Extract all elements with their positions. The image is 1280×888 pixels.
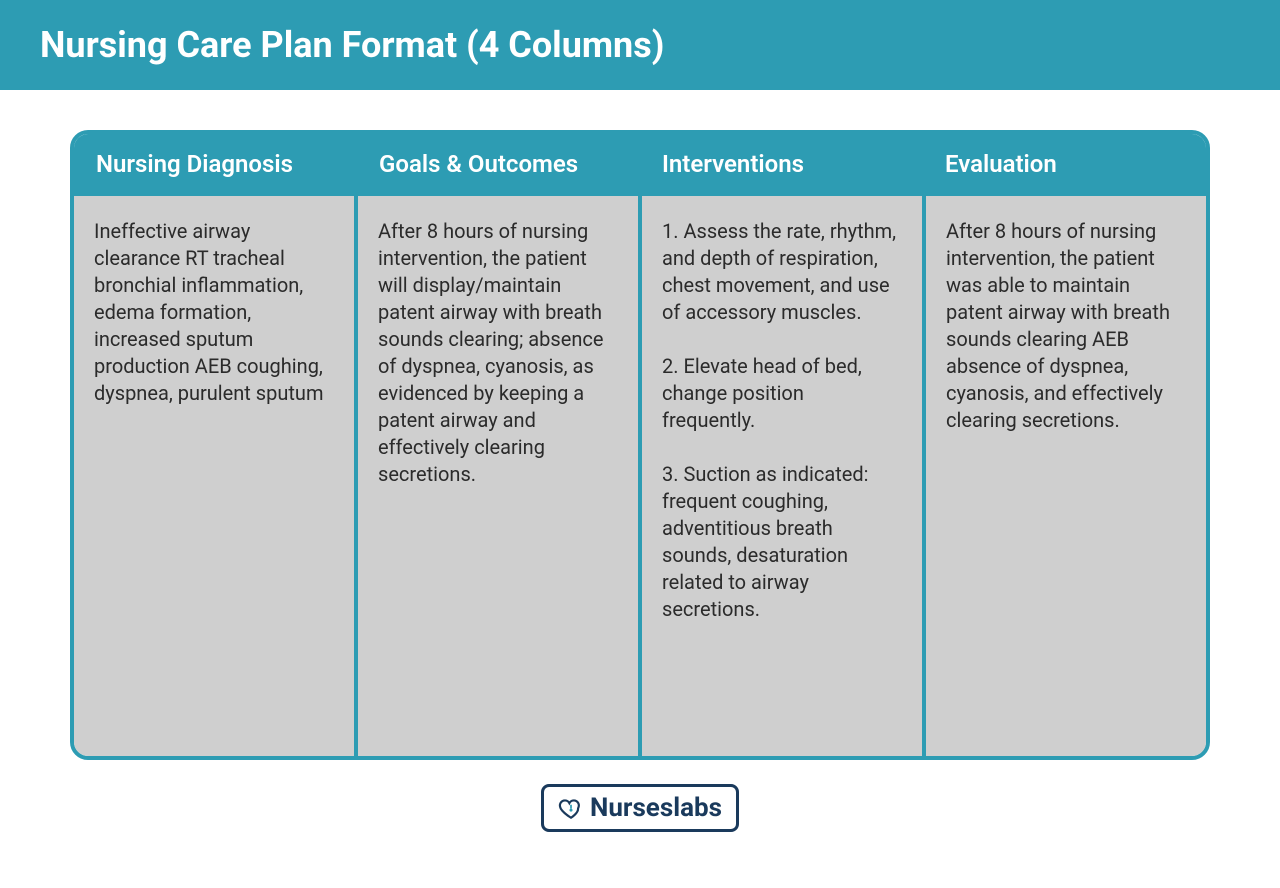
content-area: Nursing Diagnosis Goals & Outcomes Inter… [0,90,1280,852]
page-header: Nursing Care Plan Format (4 Columns) [0,0,1280,90]
logo-container: Nurseslabs [70,784,1210,832]
col-header-evaluation: Evaluation [923,134,1206,196]
page-title: Nursing Care Plan Format (4 Columns) [40,24,664,66]
cell-evaluation: After 8 hours of nursing intervention, t… [926,196,1206,756]
logo-box: Nurseslabs [541,784,739,832]
cell-diagnosis: Ineffective airway clearance RT tracheal… [74,196,358,756]
cell-interventions: 1. Assess the rate, rhythm, and depth of… [642,196,926,756]
care-plan-table: Nursing Diagnosis Goals & Outcomes Inter… [70,130,1210,760]
table-header-row: Nursing Diagnosis Goals & Outcomes Inter… [74,134,1206,196]
col-header-goals: Goals & Outcomes [357,134,640,196]
col-header-diagnosis: Nursing Diagnosis [74,134,357,196]
cell-goals: After 8 hours of nursing intervention, t… [358,196,642,756]
heart-stethoscope-icon [558,795,584,821]
col-header-interventions: Interventions [640,134,923,196]
table-body-row: Ineffective airway clearance RT tracheal… [74,196,1206,756]
logo-text: Nurseslabs [590,793,722,823]
